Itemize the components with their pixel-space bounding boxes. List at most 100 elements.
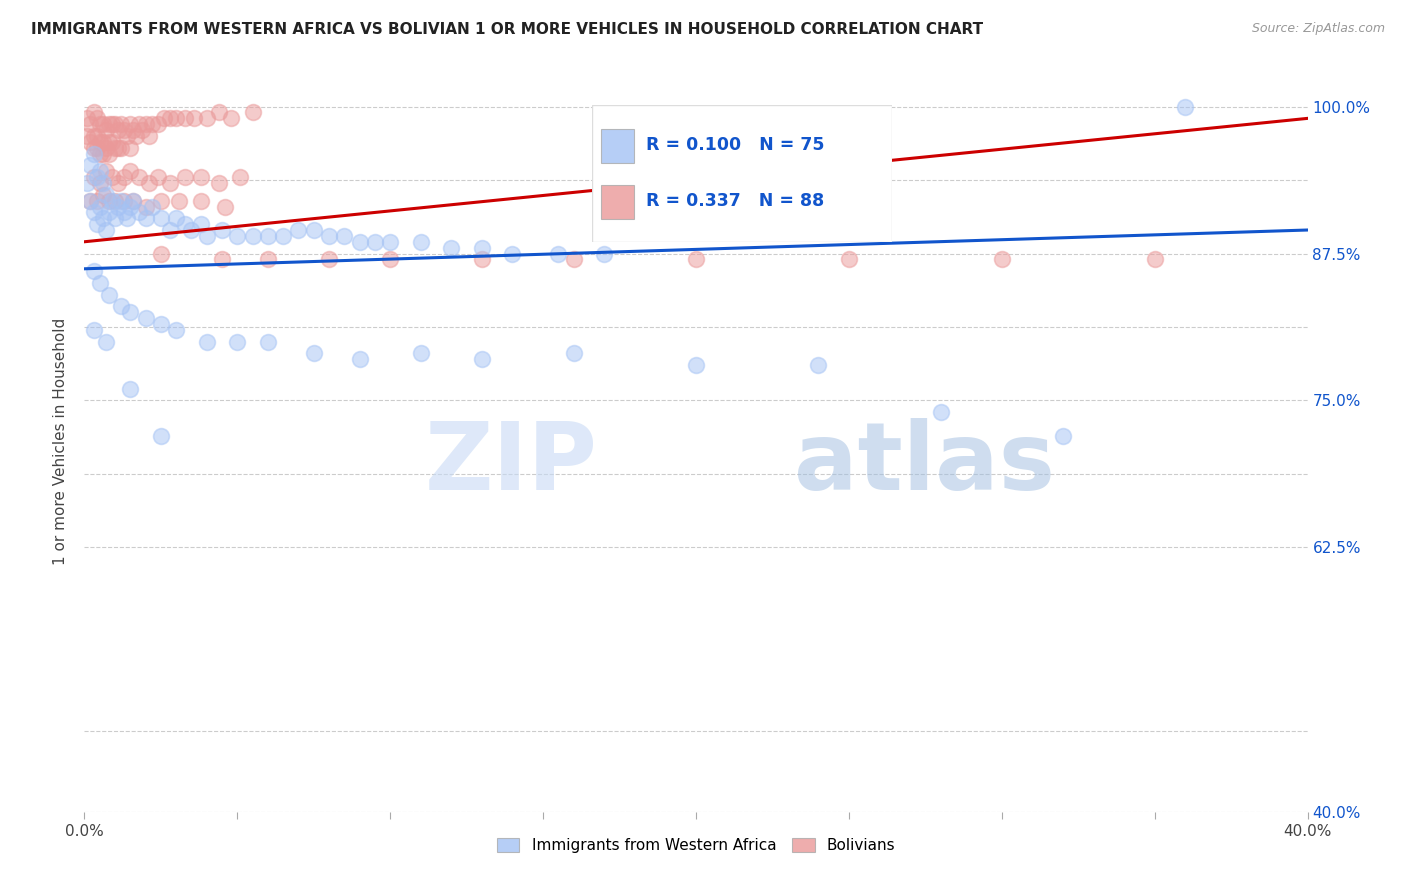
- Point: [167, 194, 190, 208]
- Point: [685, 358, 707, 372]
- Point: [83, 128, 105, 143]
- Point: [409, 235, 432, 249]
- Point: [97, 287, 120, 301]
- Point: [135, 117, 157, 131]
- Point: [208, 105, 231, 120]
- Point: [83, 146, 105, 161]
- Text: atlas: atlas: [794, 417, 1054, 509]
- Point: [83, 205, 105, 219]
- Point: [110, 141, 132, 155]
- Point: [838, 252, 860, 267]
- Point: [122, 194, 145, 208]
- Point: [302, 223, 325, 237]
- Point: [104, 117, 127, 131]
- Point: [685, 252, 707, 267]
- Point: [101, 135, 124, 149]
- Point: [409, 346, 432, 360]
- Point: [89, 146, 111, 161]
- Point: [190, 217, 212, 231]
- Point: [76, 176, 98, 190]
- Point: [991, 252, 1014, 267]
- Point: [226, 334, 249, 349]
- Point: [471, 352, 494, 367]
- Point: [115, 211, 138, 226]
- Point: [180, 223, 202, 237]
- Point: [120, 382, 142, 396]
- Point: [562, 252, 585, 267]
- Point: [364, 235, 387, 249]
- Point: [97, 117, 120, 131]
- Point: [89, 117, 111, 131]
- Point: [86, 112, 108, 126]
- Point: [159, 112, 181, 126]
- Point: [97, 146, 120, 161]
- Point: [91, 117, 114, 131]
- Point: [1052, 428, 1074, 442]
- Point: [79, 194, 101, 208]
- Point: [89, 164, 111, 178]
- Point: [208, 176, 231, 190]
- Point: [122, 194, 145, 208]
- Point: [471, 241, 494, 255]
- Point: [190, 170, 212, 185]
- Point: [195, 112, 218, 126]
- Point: [547, 246, 569, 260]
- Point: [380, 252, 402, 267]
- Point: [89, 176, 111, 190]
- Point: [89, 200, 111, 214]
- Point: [89, 276, 111, 290]
- Point: [104, 211, 127, 226]
- Point: [128, 205, 150, 219]
- Text: Source: ZipAtlas.com: Source: ZipAtlas.com: [1251, 22, 1385, 36]
- Point: [318, 228, 340, 243]
- Point: [257, 228, 280, 243]
- Point: [257, 252, 280, 267]
- Point: [214, 200, 236, 214]
- Point: [146, 117, 169, 131]
- Point: [97, 205, 120, 219]
- Point: [1143, 252, 1166, 267]
- Point: [226, 228, 249, 243]
- Point: [141, 117, 163, 131]
- Point: [242, 228, 264, 243]
- Point: [112, 205, 135, 219]
- Y-axis label: 1 or more Vehicles in Household: 1 or more Vehicles in Household: [53, 318, 69, 566]
- Point: [190, 194, 212, 208]
- Point: [86, 128, 108, 143]
- Point: [79, 117, 101, 131]
- Point: [94, 334, 117, 349]
- Point: [107, 176, 129, 190]
- Point: [183, 112, 205, 126]
- Point: [91, 187, 114, 202]
- Point: [165, 112, 187, 126]
- Point: [110, 194, 132, 208]
- Point: [94, 123, 117, 137]
- Point: [120, 200, 142, 214]
- Point: [149, 246, 172, 260]
- Point: [97, 135, 120, 149]
- Point: [112, 194, 135, 208]
- Point: [83, 323, 105, 337]
- Point: [86, 141, 108, 155]
- Point: [107, 141, 129, 155]
- Point: [101, 170, 124, 185]
- Text: IMMIGRANTS FROM WESTERN AFRICA VS BOLIVIAN 1 OR MORE VEHICLES IN HOUSEHOLD CORRE: IMMIGRANTS FROM WESTERN AFRICA VS BOLIVI…: [31, 22, 983, 37]
- Point: [83, 141, 105, 155]
- Legend: Immigrants from Western Africa, Bolivians: Immigrants from Western Africa, Bolivian…: [491, 832, 901, 860]
- Point: [94, 223, 117, 237]
- Point: [159, 176, 181, 190]
- Point: [141, 200, 163, 214]
- Point: [91, 146, 114, 161]
- Point: [120, 117, 142, 131]
- Point: [76, 128, 98, 143]
- Point: [929, 405, 952, 419]
- Point: [79, 158, 101, 172]
- Point: [86, 170, 108, 185]
- Point: [83, 170, 105, 185]
- Point: [101, 194, 124, 208]
- Point: [138, 128, 160, 143]
- Point: [471, 252, 494, 267]
- Point: [159, 223, 181, 237]
- Point: [94, 187, 117, 202]
- Point: [79, 194, 101, 208]
